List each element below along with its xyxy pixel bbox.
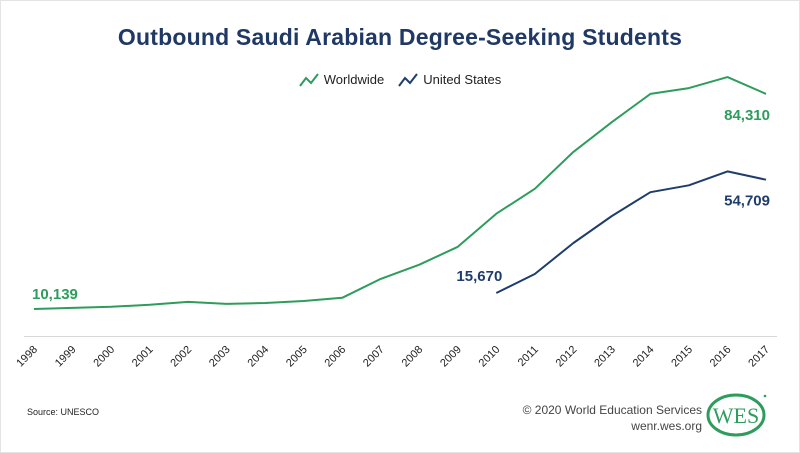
x-tick-label: 2013 <box>592 344 618 370</box>
line-chart-icon <box>298 72 319 87</box>
x-tick-label: 2000 <box>91 344 117 370</box>
x-tick-label: 2014 <box>631 344 657 370</box>
svg-text:WES: WES <box>713 403 759 428</box>
x-tick-label: 2004 <box>245 344 271 370</box>
x-tick-label: 2011 <box>516 344 541 369</box>
site-url[interactable]: wenr.wes.org <box>631 419 702 433</box>
x-tick-label: 2015 <box>669 344 695 370</box>
series-line-worldwide <box>33 76 767 310</box>
legend-item-worldwide: Worldwide <box>298 72 385 87</box>
x-tick-label: 2007 <box>361 344 387 370</box>
copyright-credit: © 2020 World Education Services wenr.wes… <box>523 402 702 434</box>
x-tick-label: 2005 <box>284 344 310 370</box>
x-tick-label: 2003 <box>207 344 233 370</box>
legend: Worldwide United States <box>0 72 800 87</box>
data-label: 10,139 <box>32 286 78 303</box>
x-tick-label: 2006 <box>323 344 349 370</box>
copyright-text: © 2020 World Education Services <box>522 403 702 417</box>
x-tick-label: 2010 <box>477 344 503 370</box>
source-note: Source: UNESCO <box>27 407 100 417</box>
legend-item-united-states: United States <box>398 72 501 87</box>
x-tick-label: 2012 <box>554 344 580 370</box>
x-tick-label: 2008 <box>400 344 426 370</box>
data-label: 15,670 <box>456 268 502 285</box>
x-tick-label: 2017 <box>746 344 772 370</box>
legend-label: United States <box>423 72 502 87</box>
x-tick-label: 1998 <box>14 344 40 370</box>
x-tick-label: 1999 <box>53 344 79 370</box>
chart-title: Outbound Saudi Arabian Degree-Seeking St… <box>117 24 683 50</box>
x-tick-label: 2002 <box>168 344 194 370</box>
data-label: 54,709 <box>724 193 770 210</box>
line-chart-icon <box>398 72 418 87</box>
data-label: 84,310 <box>724 107 770 124</box>
series-line-united-states <box>495 170 767 294</box>
wes-logo-icon: WES <box>706 393 767 437</box>
x-tick-label: 2016 <box>708 344 734 370</box>
x-tick-label: 2009 <box>438 344 464 370</box>
x-tick-label: 2001 <box>130 344 156 370</box>
legend-label: Worldwide <box>323 72 385 87</box>
